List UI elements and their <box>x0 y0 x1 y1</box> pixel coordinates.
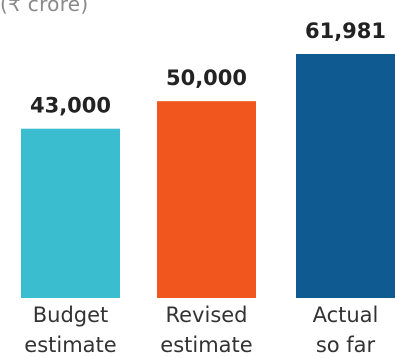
bar-1 <box>157 101 256 298</box>
value-label-2: 61,981 <box>305 19 386 43</box>
value-label-1: 50,000 <box>166 66 247 90</box>
category-label-0-line-1: estimate <box>24 333 116 357</box>
value-label-0: 43,000 <box>30 94 111 118</box>
category-label-0-line-0: Budget <box>33 303 109 327</box>
category-label-1-line-1: estimate <box>160 333 252 357</box>
category-label-2-line-0: Actual <box>313 303 379 327</box>
category-label-2-line-1: so far <box>316 333 376 357</box>
category-label-1-line-0: Revised <box>165 303 247 327</box>
bar-2 <box>296 54 395 298</box>
unit-label: (₹ crore) <box>0 0 89 16</box>
bar-0 <box>21 128 120 298</box>
